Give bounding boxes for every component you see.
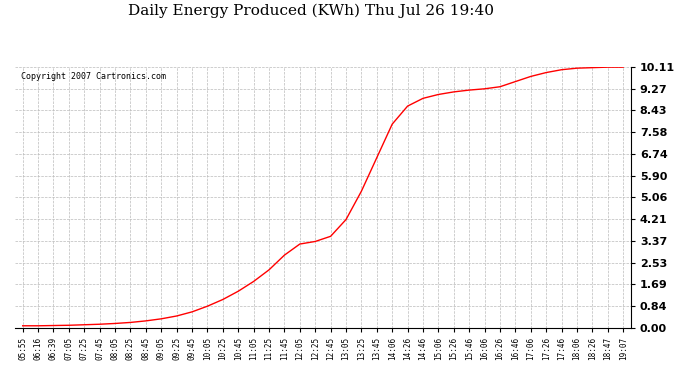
Text: Daily Energy Produced (KWh) Thu Jul 26 19:40: Daily Energy Produced (KWh) Thu Jul 26 1… [128, 4, 493, 18]
Text: Copyright 2007 Cartronics.com: Copyright 2007 Cartronics.com [21, 72, 166, 81]
